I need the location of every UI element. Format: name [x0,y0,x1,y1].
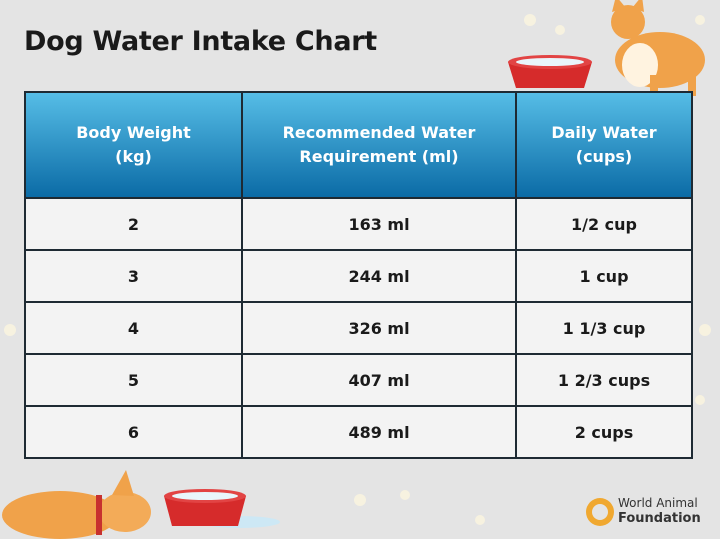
header-line: Recommended Water [282,123,476,142]
logo-line: Foundation [618,511,701,526]
header-row: Body Weight (kg) Recommended Water Requirem… [24,91,693,199]
paw-prints [4,14,711,525]
table-cell: 1 cup [515,249,693,303]
table-cell: 407 ml [241,353,517,407]
logo-line: World Animal [618,496,698,510]
table-cell: 2 [24,197,243,251]
table-row: 2 163 ml 1/2 cup [24,197,693,251]
column-header: Recommended Water Requirement (ml) [241,91,517,199]
table-body: 2 163 ml 1/2 cup 3 244 ml 1 cup 4 326 ml 1 1/3 c… [24,197,693,459]
table-cell: 326 ml [241,301,517,355]
table-cell: 2 cups [515,405,693,459]
column-header: Daily Water (cups) [515,91,693,199]
header-line: (kg) [115,147,152,166]
header-line: Requirement (ml) [299,147,459,166]
title: Dog Water Intake Chart [24,26,377,57]
top-dog [611,0,705,99]
column-header: Body Weight (kg) [24,91,243,199]
table-row: 4 326 ml 1 1/3 cup [24,301,693,355]
logo-icon [586,498,614,526]
logo: World Animal Foundation [618,496,701,526]
header-line: Body Weight [76,123,191,142]
table-cell: 489 ml [241,405,517,459]
bottom-dog [2,470,151,539]
table-cell: 3 [24,249,243,303]
header-line: (cups) [575,147,633,166]
header-line: Daily Water [551,123,657,142]
table-row: 3 244 ml 1 cup [24,249,693,303]
table-row: 6 489 ml 2 cups [24,405,693,459]
table-cell: 244 ml [241,249,517,303]
table-cell: 5 [24,353,243,407]
water-table: Body Weight (kg) Recommended Water Requirem… [24,91,693,459]
bottom-bowl [164,489,280,528]
table-row: 5 407 ml 1 2/3 cups [24,353,693,407]
table-cell: 4 [24,301,243,355]
table-cell: 6 [24,405,243,459]
table-cell: 1/2 cup [515,197,693,251]
table-cell: 163 ml [241,197,517,251]
table-cell: 1 1/3 cup [515,301,693,355]
table-cell: 1 2/3 cups [515,353,693,407]
